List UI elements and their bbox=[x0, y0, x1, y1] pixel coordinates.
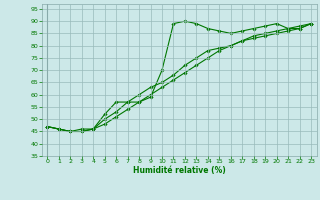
X-axis label: Humidité relative (%): Humidité relative (%) bbox=[133, 166, 226, 175]
